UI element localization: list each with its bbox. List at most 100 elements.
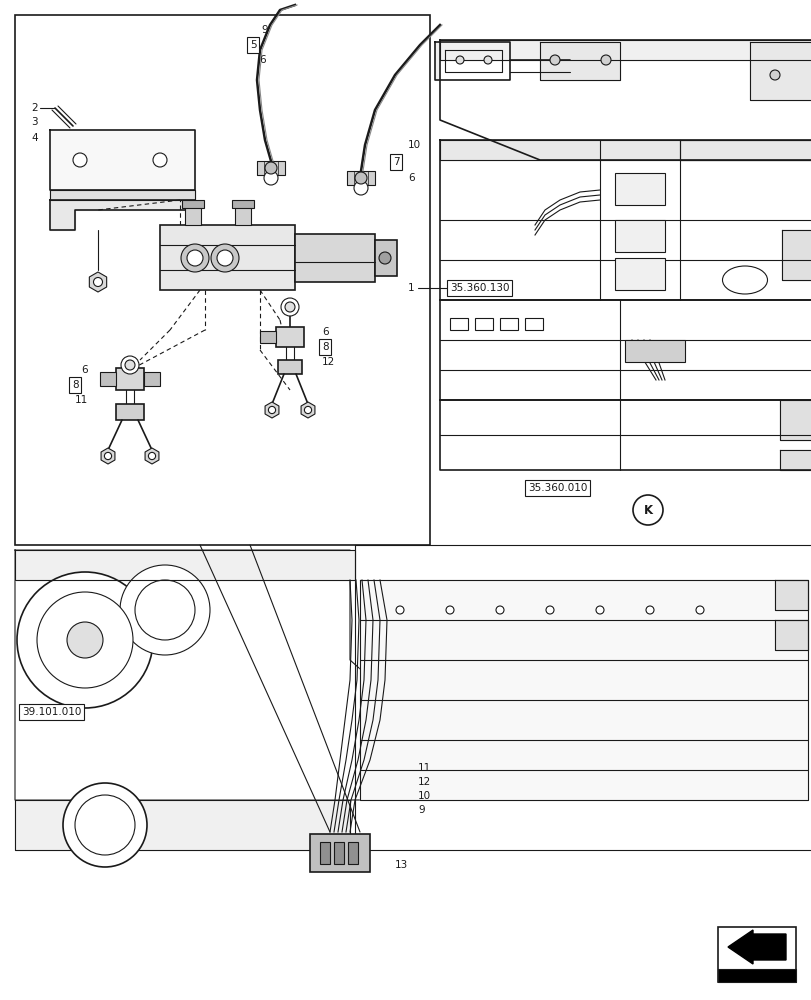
Text: 8: 8 — [72, 380, 79, 390]
Bar — [276, 327, 303, 347]
Circle shape — [125, 360, 135, 370]
Text: 35.360.130: 35.360.130 — [449, 283, 508, 293]
Text: 4: 4 — [32, 133, 38, 143]
Circle shape — [121, 356, 139, 374]
Polygon shape — [774, 580, 807, 610]
Circle shape — [496, 606, 504, 614]
Bar — [234, 203, 251, 225]
Polygon shape — [50, 130, 195, 190]
Polygon shape — [435, 42, 509, 80]
Text: 9: 9 — [418, 805, 424, 815]
Polygon shape — [440, 140, 811, 160]
Bar — [375, 240, 397, 276]
Polygon shape — [749, 42, 811, 100]
Circle shape — [268, 406, 275, 414]
Circle shape — [63, 783, 147, 867]
Polygon shape — [264, 402, 279, 418]
Bar — [614, 220, 664, 252]
Circle shape — [354, 181, 367, 195]
Bar — [348, 842, 358, 864]
Polygon shape — [101, 448, 115, 464]
Circle shape — [354, 172, 367, 184]
Circle shape — [105, 452, 111, 460]
Bar — [333, 842, 344, 864]
Circle shape — [67, 622, 103, 658]
Polygon shape — [539, 42, 620, 80]
Text: 6: 6 — [81, 365, 88, 375]
Bar — [232, 200, 254, 208]
Text: 8: 8 — [322, 342, 328, 352]
Text: 7: 7 — [393, 157, 399, 167]
Polygon shape — [779, 400, 811, 440]
Bar — [624, 340, 684, 362]
Bar — [144, 372, 160, 386]
Text: K: K — [642, 504, 652, 516]
Circle shape — [600, 55, 610, 65]
Circle shape — [135, 580, 195, 640]
Polygon shape — [15, 550, 354, 580]
Polygon shape — [440, 400, 811, 470]
Text: 10: 10 — [418, 791, 431, 801]
Circle shape — [595, 606, 603, 614]
Polygon shape — [15, 550, 394, 800]
Circle shape — [148, 452, 156, 460]
Polygon shape — [727, 930, 785, 964]
Text: 13: 13 — [394, 860, 408, 870]
Text: 6: 6 — [260, 55, 266, 65]
Circle shape — [769, 70, 779, 80]
Text: 1: 1 — [407, 283, 414, 293]
Polygon shape — [774, 620, 807, 650]
Text: 3: 3 — [32, 117, 38, 127]
Polygon shape — [354, 545, 811, 850]
Polygon shape — [50, 190, 195, 200]
Bar — [160, 225, 294, 290]
Bar — [614, 173, 664, 205]
Polygon shape — [779, 450, 811, 470]
Polygon shape — [50, 200, 195, 230]
Circle shape — [695, 606, 703, 614]
Text: 35.360.010: 35.360.010 — [527, 483, 586, 493]
Bar — [277, 360, 302, 374]
Bar — [614, 258, 664, 290]
Text: 9: 9 — [261, 25, 268, 35]
Circle shape — [281, 298, 298, 316]
Polygon shape — [440, 40, 811, 160]
Circle shape — [264, 171, 277, 185]
Text: 2: 2 — [32, 103, 38, 113]
Circle shape — [152, 153, 167, 167]
Bar — [320, 842, 329, 864]
Circle shape — [549, 55, 560, 65]
Bar — [346, 171, 375, 185]
Circle shape — [379, 252, 391, 264]
Bar — [116, 404, 144, 420]
Polygon shape — [15, 800, 350, 850]
Polygon shape — [440, 140, 811, 300]
Polygon shape — [89, 272, 106, 292]
Circle shape — [264, 162, 277, 174]
Circle shape — [545, 606, 553, 614]
Bar — [717, 969, 795, 982]
Polygon shape — [301, 402, 315, 418]
Bar — [717, 927, 795, 982]
Bar — [500, 318, 517, 330]
Bar — [310, 834, 370, 872]
Circle shape — [445, 606, 453, 614]
Circle shape — [396, 606, 404, 614]
Ellipse shape — [722, 266, 766, 294]
Circle shape — [483, 56, 491, 64]
Circle shape — [181, 244, 208, 272]
Bar — [474, 318, 492, 330]
Text: 6: 6 — [407, 173, 414, 183]
Circle shape — [73, 153, 87, 167]
Circle shape — [646, 606, 653, 614]
Text: 11: 11 — [418, 763, 431, 773]
Circle shape — [187, 250, 203, 266]
Circle shape — [633, 495, 663, 525]
Text: 12: 12 — [418, 777, 431, 787]
Text: 39.101.010: 39.101.010 — [22, 707, 81, 717]
Circle shape — [285, 302, 294, 312]
Polygon shape — [679, 140, 811, 160]
Circle shape — [37, 592, 133, 688]
Bar — [257, 161, 285, 175]
Circle shape — [120, 565, 210, 655]
